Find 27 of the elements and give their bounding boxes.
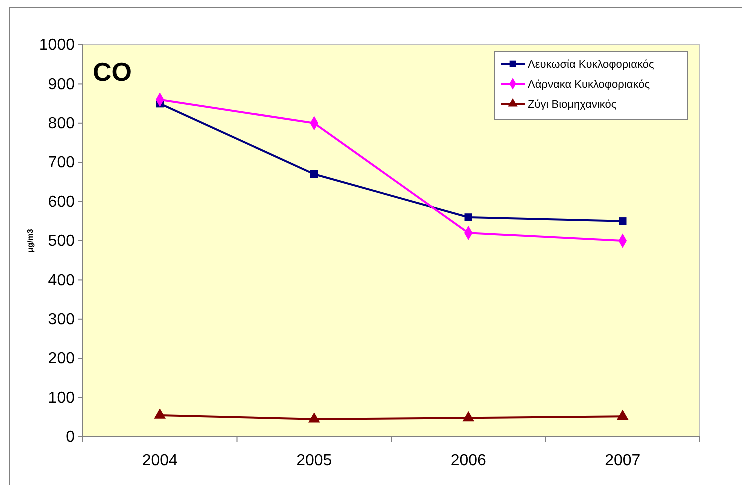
y-tick-label: 100 (48, 390, 76, 407)
point (616, 410, 629, 420)
y-tick-label: 600 (48, 194, 76, 211)
x-tick-label: 2006 (450, 452, 487, 470)
legend-label: Ζύγι Βιομηχανικός (528, 99, 617, 111)
point (310, 170, 318, 178)
y-tick-label: 900 (48, 76, 76, 94)
point (154, 408, 166, 419)
x-tick-label: 2007 (605, 452, 641, 470)
x-tick-label: 2005 (296, 452, 332, 470)
y-tick-label: 200 (48, 350, 76, 368)
y-tick-label: 400 (48, 272, 76, 290)
y-tick-label: 1000 (39, 37, 76, 54)
y-axis-title: μg/m3 (26, 228, 35, 253)
legend-label: Λάρνακα Κυκλοφοριακός (528, 79, 650, 91)
point (464, 214, 472, 222)
y-tick-label: 500 (48, 233, 76, 250)
y-tick-label: 700 (48, 154, 76, 172)
point (308, 412, 320, 423)
y-tick-label: 0 (66, 429, 76, 446)
legend-label: Λευκωσία Κυκλοφοριακός (528, 59, 654, 71)
point (619, 218, 627, 226)
text: CO (93, 57, 132, 87)
x-tick-label: 2004 (142, 452, 178, 470)
y-tick-label: 800 (48, 116, 76, 133)
point (462, 411, 475, 422)
y-tick-label: 300 (48, 312, 76, 329)
